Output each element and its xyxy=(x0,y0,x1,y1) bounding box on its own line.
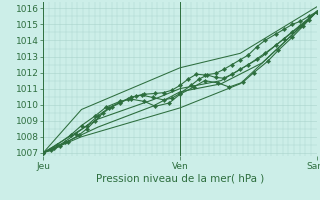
X-axis label: Pression niveau de la mer( hPa ): Pression niveau de la mer( hPa ) xyxy=(96,173,264,183)
